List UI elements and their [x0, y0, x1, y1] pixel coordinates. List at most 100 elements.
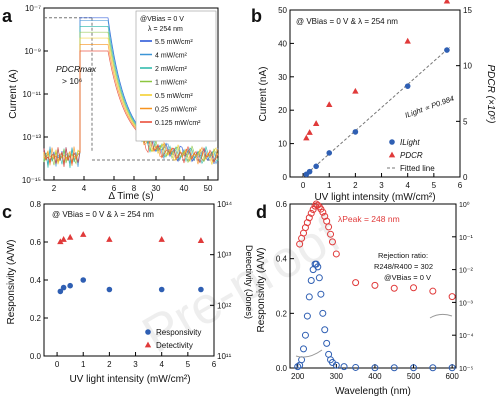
panel-c-legend-label: Responsivity	[156, 328, 201, 337]
panel-d-y-tick-label: 0.6	[276, 200, 288, 209]
panel-d-responsivity-point	[317, 290, 325, 298]
panel-d-y2-tick-label: 10⁻⁴	[459, 333, 474, 340]
panel-b-pdcr-point	[303, 134, 310, 141]
panel-d-x-tick-label: 400	[368, 372, 382, 381]
panel-c-x-tick-label: 4	[159, 360, 164, 369]
panel-c-y-tick-label: 0.4	[30, 276, 42, 285]
panel-d-normalized-point	[448, 293, 456, 301]
panel-d-rejection-1: Rejection ratio:	[378, 251, 428, 260]
panel-b-x-tick-label: 2	[353, 181, 358, 190]
panel-b-pdcr-point	[312, 120, 320, 126]
panel-a-legend-label: 2 mW/cm²	[155, 66, 188, 73]
panel-d-responsivity-point	[371, 364, 379, 372]
panel-d-responsivity-point	[303, 312, 311, 320]
panel-d-normalized-point	[371, 281, 379, 289]
panel-d-normalized-point	[325, 223, 333, 231]
panel-d-y-tick-label: 0.4	[276, 255, 288, 264]
panel-b-conditions: @ VBias = 0 V & λ = 254 nm	[296, 17, 398, 26]
panel-b-y-tick-label: 50	[278, 6, 287, 15]
panel-a-annotation-1: PDCRmax	[56, 64, 97, 74]
panel-c-responsivity-point	[60, 284, 67, 291]
panel-c-x-tick-label: 0	[55, 360, 60, 369]
panel-d-normalized-point	[327, 230, 335, 238]
panel-d-normalized-point	[410, 284, 418, 292]
panel-c-detectivity-point	[158, 236, 165, 242]
panel-d-peak-label: λPeak = 248 nm	[338, 214, 400, 224]
panel-b-xlabel: UV light intensity (mW/cm²)	[314, 192, 435, 203]
panel-d-normalized-point	[390, 284, 398, 292]
panel-d: d 200 300 400 500 600 0.0 0.2 0.4 0.6 10⁻⁵ 10⁻⁴ 10⁻…	[256, 200, 474, 397]
panel-a-ylabel: Current (A)	[8, 69, 19, 118]
panel-d-responsivity-point	[319, 309, 327, 317]
panel-d-responsivity-point	[340, 363, 348, 371]
panel-d-letter: d	[256, 202, 267, 222]
panel-b-x-tick-label: 3	[379, 181, 384, 190]
panel-b-pdcr-point	[443, 0, 451, 4]
panel-d-xlabel: Wavelength (nm)	[335, 386, 411, 397]
panel-b-x-tick-label: 1	[327, 181, 332, 190]
panel-d-responsivity-point	[323, 339, 331, 347]
panel-a-legend-label: 0.25 mW/cm²	[155, 107, 197, 114]
panel-d-normalized-point	[332, 250, 340, 258]
panel-d-marks	[294, 200, 456, 372]
panel-c-axes: 0 1 2 3 4 5 6 0.0 0.2 0.4 0.6 0.8 10¹¹ 10¹² 10¹³ 10¹⁴	[30, 200, 233, 369]
panel-a-y-tick-label: 10⁻⁷	[25, 4, 41, 13]
panel-b-pdcr-point	[326, 101, 333, 108]
panel-d-rejection-3: @VBias = 0 V	[384, 273, 431, 282]
panel-b-pdcr-point	[352, 87, 359, 94]
panel-b-y2-tick-label: 5	[463, 117, 468, 126]
panel-c-responsivity-point	[67, 282, 73, 289]
panel-c-y-tick-label: 0.2	[30, 314, 42, 323]
panel-c: c 0 1 2 3 4 5 6 0.0 0.2 0.4 0.6 0.8 10¹¹ 10¹² 10¹³ 10¹⁴…	[2, 200, 254, 385]
panel-a-legend-label: 1 mW/cm²	[155, 80, 188, 87]
panel-b-legend-label: ILight	[400, 138, 420, 147]
panel-d-responsivity-point	[307, 277, 315, 285]
panel-b-pdcr-point	[306, 129, 313, 135]
panel-a-legend: @VBias = 0 V λ = 254 nm 5.5 mW/cm² 4 mW/c…	[135, 10, 217, 142]
panel-c-y-tick-label: 0.8	[30, 200, 42, 209]
panel-a-x-tick-label: 30	[152, 184, 161, 193]
panel-a-condition-1: @VBias = 0 V	[140, 16, 184, 23]
panel-d-x-tick-label: 600	[445, 372, 459, 381]
panel-a-x-tick-label: 2	[52, 184, 57, 193]
panel-b-legend-label: PDCR	[400, 151, 423, 160]
panel-c-x-tick-label: 6	[212, 360, 217, 369]
panel-a-legend-label: 0.5 mW/cm²	[155, 93, 193, 100]
panel-c-legend: Responsivity Detectivity	[144, 328, 201, 350]
panel-a-y-tick-label: 10⁻¹³	[23, 133, 42, 142]
panel-d-normalized-point	[429, 287, 437, 295]
panel-c-detectivity-point	[106, 236, 113, 242]
panel-b-fit-line	[302, 47, 450, 178]
panel-d-responsivity-point	[298, 356, 306, 364]
panel-d-responsivity-point	[429, 364, 437, 372]
panel-c-responsivity-point	[198, 286, 204, 293]
panel-c-marks	[57, 231, 205, 295]
panel-d-y2-tick-label: 10⁻¹	[459, 235, 473, 242]
panel-d-responsivity-point	[410, 364, 418, 372]
panel-c-y2-tick-label: 10¹³	[217, 251, 232, 260]
panel-a-x-ticks: 2 4 6 8 30 40 50	[52, 176, 213, 193]
panel-a-y-tick-label: 10⁻⁹	[24, 47, 41, 56]
panel-b-current-point	[306, 168, 313, 175]
panel-a-y-tick-label: 10⁻¹⁵	[22, 176, 41, 185]
panel-b-legend-circle	[389, 139, 395, 145]
panel-d-y-tick-label: 0.2	[276, 309, 288, 318]
panel-d-normalized-point	[307, 209, 315, 217]
panel-c-detectivity-point	[197, 237, 205, 243]
panel-d-responsivity-point	[352, 363, 360, 371]
panel-c-legend-label: Detectivity	[156, 341, 193, 350]
panel-a-x-tick-label: 6	[112, 184, 117, 193]
panel-b-current-point	[326, 150, 333, 156]
panel-d-normalized-point	[328, 238, 336, 246]
panel-a-annotation-2: > 10⁶	[62, 76, 82, 86]
panel-b-current-point	[313, 163, 319, 170]
panel-b-current-point	[352, 129, 359, 135]
panel-c-y-tick-label: 0.6	[30, 238, 42, 247]
panel-d-ylabel: Responsivity (A/W)	[256, 247, 267, 332]
panel-b-legend: ILight PDCR Fitted line	[387, 138, 435, 173]
panel-a-letter: a	[2, 6, 13, 26]
panel-b-current-point	[444, 47, 450, 53]
panel-d-responsivity-point	[305, 293, 313, 301]
